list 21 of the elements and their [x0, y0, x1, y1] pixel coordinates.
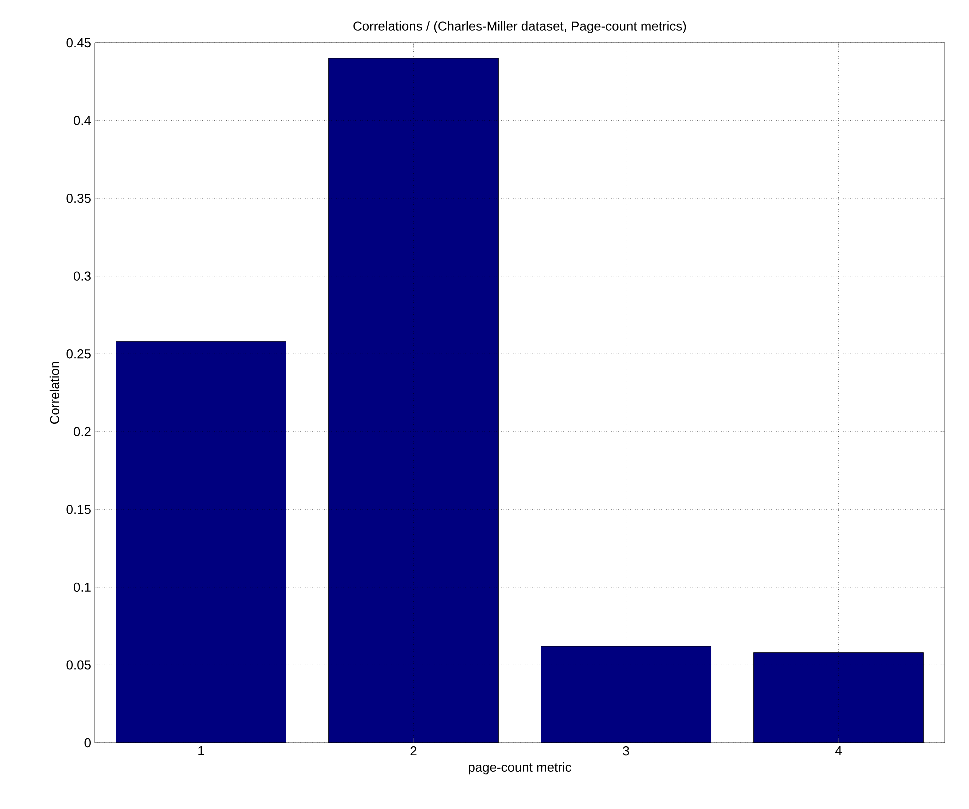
x-axis-title: page-count metric — [469, 762, 572, 775]
bar — [754, 652, 924, 743]
y-tick-label: 0.35 — [66, 194, 91, 204]
y-tick-label: 0.1 — [74, 582, 91, 592]
y-tick-label: 0.25 — [66, 350, 91, 359]
y-axis-title: Correlation — [50, 362, 60, 424]
y-tick-label: 0.15 — [66, 505, 91, 514]
y-tick-label: 0.4 — [74, 116, 92, 126]
y-tick-label: 0.2 — [74, 427, 91, 436]
bar — [116, 342, 286, 743]
y-tick-label: 0 — [84, 738, 91, 748]
x-tick-label: 1 — [198, 746, 204, 756]
y-tick-label: 0.05 — [66, 660, 91, 670]
x-tick-label: 2 — [410, 746, 417, 756]
y-tick-label: 0.45 — [66, 38, 91, 48]
y-tick-label: 0.3 — [74, 272, 91, 281]
bar — [328, 58, 499, 743]
x-tick-label: 4 — [835, 746, 842, 756]
chart-title: Correlations / (Charles-Miller dataset, Page-count metrics) — [354, 21, 686, 34]
x-tick-label: 3 — [623, 746, 630, 756]
bar — [541, 646, 712, 743]
